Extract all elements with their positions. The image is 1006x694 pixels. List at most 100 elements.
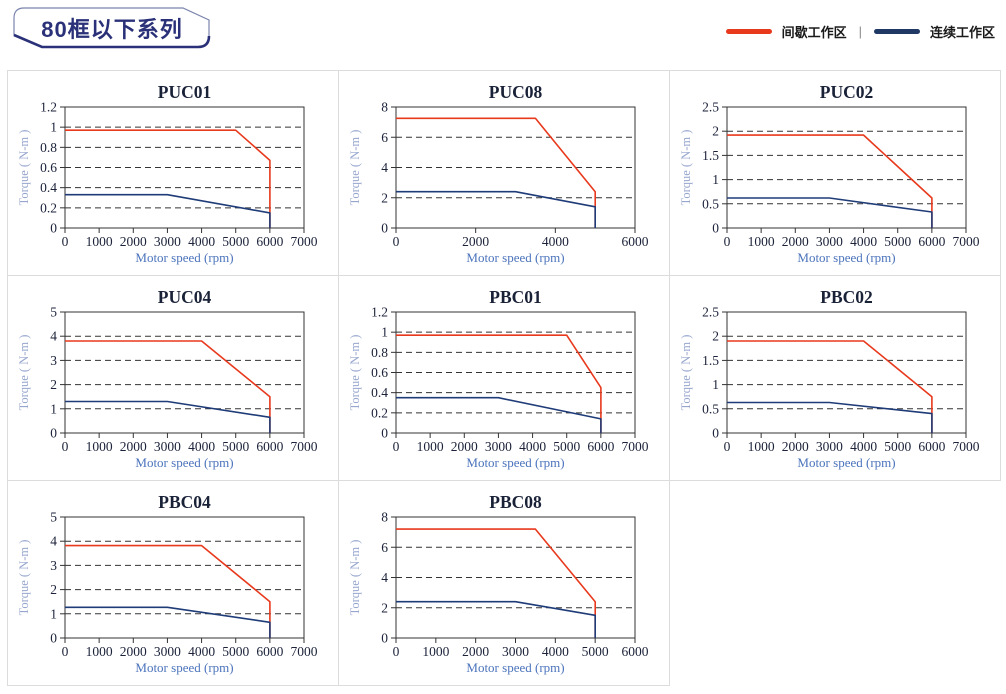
intermittent-line-swatch — [725, 29, 772, 34]
svg-text:0: 0 — [393, 644, 400, 659]
svg-text:1.5: 1.5 — [702, 148, 719, 163]
svg-text:7000: 7000 — [291, 644, 318, 659]
chart-cell-pbc08: PBC08 0 2 4 6 8 0 1000 2000 3000 4000 5000 6000 Motor… — [338, 480, 670, 686]
svg-text:4: 4 — [381, 570, 388, 585]
svg-text:PBC04: PBC04 — [158, 492, 211, 512]
svg-text:7000: 7000 — [953, 234, 980, 249]
svg-text:PUC02: PUC02 — [820, 82, 873, 102]
svg-text:1000: 1000 — [748, 234, 775, 249]
svg-text:2.5: 2.5 — [702, 305, 719, 320]
svg-text:0.6: 0.6 — [371, 365, 388, 380]
chart-cell-puc01: PUC01 0 0.2 0.4 0.6 0.8 1 1.2 0 1000 2000 3000 4000 5… — [7, 70, 339, 276]
svg-text:0: 0 — [393, 439, 400, 454]
svg-text:6000: 6000 — [918, 439, 945, 454]
svg-text:Torque ( N-m ): Torque ( N-m ) — [348, 130, 362, 206]
svg-text:6: 6 — [381, 540, 388, 555]
svg-text:0: 0 — [381, 221, 388, 236]
chart-pbc04: PBC04 0 1 2 3 4 5 0 1000 2000 3000 4000 5000 6000 7000… — [17, 492, 318, 675]
svg-text:5000: 5000 — [884, 234, 911, 249]
svg-text:5000: 5000 — [222, 439, 249, 454]
svg-text:0.2: 0.2 — [371, 405, 388, 420]
svg-text:0: 0 — [381, 426, 388, 441]
svg-text:0.5: 0.5 — [702, 196, 719, 211]
chart-cell-puc04: PUC04 0 1 2 3 4 5 0 1000 2000 3000 4000 5000 6000 7000… — [7, 275, 339, 481]
svg-text:7000: 7000 — [953, 439, 980, 454]
continuous-line-swatch — [873, 29, 920, 34]
legend-label-intermittent: 间歇工作区 — [781, 25, 847, 40]
svg-text:0: 0 — [50, 221, 57, 236]
svg-text:0: 0 — [393, 234, 400, 249]
svg-text:4000: 4000 — [850, 439, 877, 454]
chart-cell-pbc02: PBC02 0 0.5 1 1.5 2 2.5 0 1000 2000 3000 4000 5000 60… — [669, 275, 1001, 481]
svg-text:0.4: 0.4 — [40, 180, 57, 195]
svg-text:3000: 3000 — [502, 644, 529, 659]
legend: 间歇工作区 | 连续工作区 — [725, 22, 995, 41]
chart-puc08: PUC08 0 2 4 6 8 0 2000 4000 6000 Motor speed (rpm)… — [348, 82, 649, 265]
svg-text:4: 4 — [50, 329, 57, 344]
svg-text:0: 0 — [62, 644, 69, 659]
svg-text:2.5: 2.5 — [702, 100, 719, 115]
svg-text:1: 1 — [712, 377, 719, 392]
svg-text:PBC01: PBC01 — [489, 287, 542, 307]
svg-text:Torque ( N-m ): Torque ( N-m ) — [17, 335, 31, 411]
svg-text:2000: 2000 — [120, 234, 147, 249]
svg-text:1000: 1000 — [422, 644, 449, 659]
svg-text:3000: 3000 — [816, 439, 843, 454]
series-badge-label: 80框以下系列 — [41, 17, 183, 42]
svg-text:Motor speed (rpm): Motor speed (rpm) — [466, 455, 564, 470]
legend-item-continuous: 连续工作区 — [873, 22, 995, 41]
svg-text:0.8: 0.8 — [40, 140, 57, 155]
svg-text:3: 3 — [50, 353, 57, 368]
legend-label-continuous: 连续工作区 — [929, 25, 995, 40]
svg-text:Motor speed (rpm): Motor speed (rpm) — [135, 660, 233, 675]
chart-cell-pbc04: PBC04 0 1 2 3 4 5 0 1000 2000 3000 4000 5000 6000 7000… — [7, 480, 339, 686]
svg-text:4000: 4000 — [188, 644, 215, 659]
svg-text:Motor speed (rpm): Motor speed (rpm) — [135, 250, 233, 265]
svg-text:0.2: 0.2 — [40, 200, 57, 215]
svg-text:0: 0 — [724, 234, 731, 249]
svg-text:3: 3 — [50, 558, 57, 573]
svg-text:Motor speed (rpm): Motor speed (rpm) — [797, 455, 895, 470]
svg-text:Torque ( N-m ): Torque ( N-m ) — [348, 335, 362, 411]
svg-text:2000: 2000 — [120, 439, 147, 454]
svg-text:5000: 5000 — [222, 644, 249, 659]
chart-puc01: PUC01 0 0.2 0.4 0.6 0.8 1 1.2 0 1000 2000 3000 4000 5… — [17, 82, 318, 265]
svg-text:5000: 5000 — [553, 439, 580, 454]
svg-text:2000: 2000 — [451, 439, 478, 454]
svg-text:0.4: 0.4 — [371, 385, 388, 400]
svg-text:2000: 2000 — [120, 644, 147, 659]
chart-cell-puc08: PUC08 0 2 4 6 8 0 2000 4000 6000 Motor speed (rpm)… — [338, 70, 670, 276]
svg-text:0: 0 — [62, 234, 69, 249]
svg-text:4000: 4000 — [188, 439, 215, 454]
empty-cell — [669, 480, 1001, 686]
svg-text:2000: 2000 — [782, 439, 809, 454]
svg-text:4: 4 — [381, 160, 388, 175]
svg-text:4: 4 — [50, 534, 57, 549]
svg-text:6000: 6000 — [622, 234, 649, 249]
svg-text:1000: 1000 — [417, 439, 444, 454]
svg-text:6000: 6000 — [256, 439, 283, 454]
svg-text:Torque ( N-m ): Torque ( N-m ) — [679, 130, 693, 206]
svg-text:2000: 2000 — [462, 234, 489, 249]
svg-text:4000: 4000 — [850, 234, 877, 249]
badge-outline — [13, 7, 211, 49]
svg-text:2: 2 — [50, 582, 57, 597]
svg-text:1: 1 — [50, 120, 57, 135]
svg-text:0.5: 0.5 — [702, 401, 719, 416]
svg-text:6000: 6000 — [622, 644, 649, 659]
svg-text:1: 1 — [381, 325, 388, 340]
svg-text:7000: 7000 — [291, 439, 318, 454]
svg-text:PBC02: PBC02 — [820, 287, 873, 307]
svg-text:3000: 3000 — [154, 234, 181, 249]
svg-text:Motor speed (rpm): Motor speed (rpm) — [135, 455, 233, 470]
svg-text:1: 1 — [712, 172, 719, 187]
svg-text:Motor speed (rpm): Motor speed (rpm) — [797, 250, 895, 265]
chart-pbc02: PBC02 0 0.5 1 1.5 2 2.5 0 1000 2000 3000 4000 5000 60… — [679, 287, 980, 470]
svg-text:2000: 2000 — [462, 644, 489, 659]
svg-text:6000: 6000 — [256, 644, 283, 659]
svg-text:8: 8 — [381, 100, 388, 115]
chart-grid: PUC01 0 0.2 0.4 0.6 0.8 1 1.2 0 1000 2000 3000 4000 5… — [7, 70, 1001, 686]
svg-text:0: 0 — [50, 426, 57, 441]
svg-text:6000: 6000 — [918, 234, 945, 249]
chart-pbc08: PBC08 0 2 4 6 8 0 1000 2000 3000 4000 5000 6000 Motor… — [348, 492, 649, 675]
